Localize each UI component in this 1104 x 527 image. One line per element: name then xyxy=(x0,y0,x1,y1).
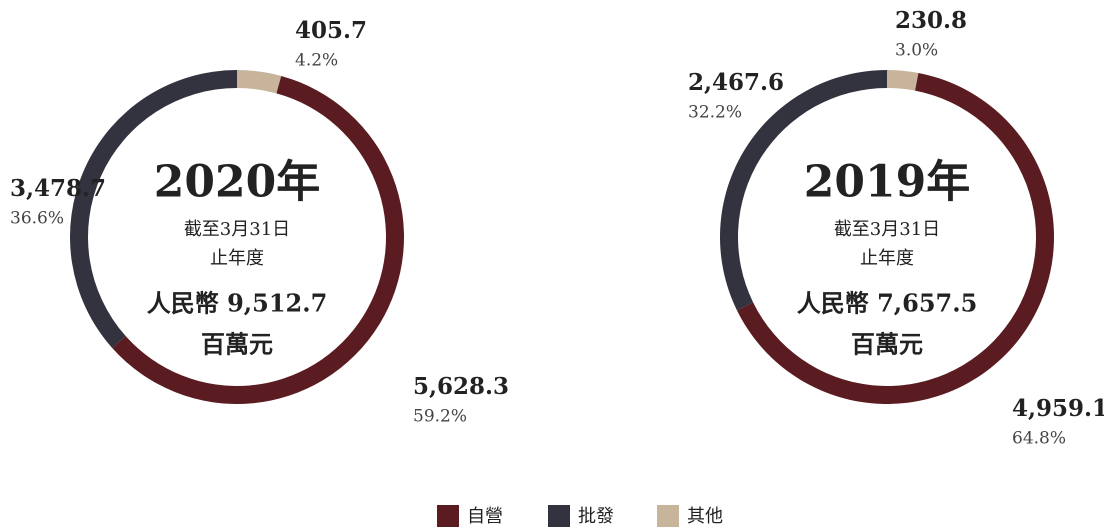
value-label: 2,467.6 xyxy=(688,69,784,96)
share-label: 4.2% xyxy=(295,51,338,71)
legend-swatch xyxy=(437,505,459,527)
center-subtitle: 截至3月31日 xyxy=(834,219,940,240)
legend-label: 其他 xyxy=(687,506,723,527)
value-label: 405.7 xyxy=(295,17,367,44)
donut-segment xyxy=(719,70,887,311)
center-unit: 百萬元 xyxy=(851,330,923,359)
center-subtitle: 截至3月31日 xyxy=(184,219,290,240)
share-label: 3.0% xyxy=(895,41,938,61)
value-label: 4,959.1 xyxy=(1012,395,1104,422)
donut-segment xyxy=(237,70,282,94)
share-label: 59.2% xyxy=(413,407,467,427)
center-title: 2019年 xyxy=(804,157,970,208)
value-label: 5,628.3 xyxy=(413,373,509,400)
center-unit: 百萬元 xyxy=(201,330,273,359)
share-label: 32.2% xyxy=(688,103,742,123)
center-title: 2020年 xyxy=(154,157,320,208)
legend-swatch xyxy=(657,505,679,527)
share-label: 36.6% xyxy=(10,209,64,229)
center-total: 人民幣 9,512.7 xyxy=(147,289,328,318)
center-subtitle: 止年度 xyxy=(860,248,914,269)
legend-label: 自營 xyxy=(467,506,503,527)
value-label: 230.8 xyxy=(895,7,967,34)
legend-label: 批發 xyxy=(578,506,614,527)
donut-segment xyxy=(112,75,404,404)
center-total: 人民幣 7,657.5 xyxy=(797,289,978,318)
value-label: 3,478.7 xyxy=(10,175,106,202)
donut-segment xyxy=(887,70,919,91)
center-subtitle: 止年度 xyxy=(210,248,264,269)
share-label: 64.8% xyxy=(1012,429,1066,449)
donut-segment xyxy=(70,70,237,348)
legend-swatch xyxy=(548,505,570,527)
